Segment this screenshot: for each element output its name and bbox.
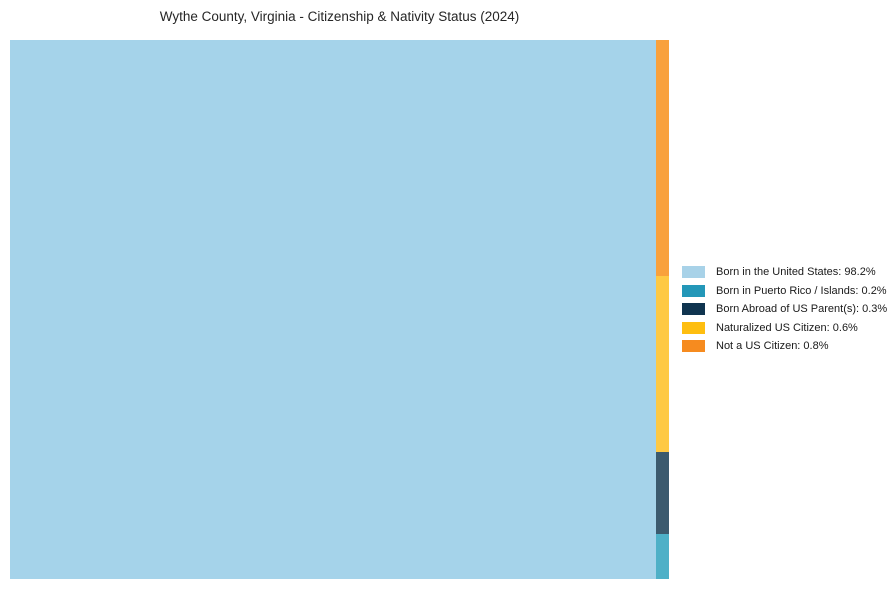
legend-swatch-icon: [682, 284, 705, 297]
treemap-plot-area: [10, 40, 669, 579]
treemap-cell-naturalized-us-citizen: [656, 276, 669, 452]
legend-label: Not a US Citizen: 0.8%: [716, 340, 829, 352]
legend-item-not-a-us-citizen: Not a US Citizen: 0.8%: [682, 340, 887, 352]
legend-label: Born in Puerto Rico / Islands: 0.2%: [716, 284, 887, 297]
treemap-cell-not-a-us-citizen: [656, 40, 669, 276]
legend-label: Born Abroad of US Parent(s): 0.3%: [716, 303, 888, 315]
legend-label: Born in the United States: 98.2%: [716, 266, 876, 278]
legend-swatch-icon: [682, 321, 705, 334]
treemap-cell-born-abroad-of-us-parents: [656, 452, 669, 534]
legend-swatch-icon: [682, 303, 705, 315]
legend-item-born-in-united-states: Born in the United States: 98.2%: [682, 266, 887, 278]
legend-swatch-icon: [682, 340, 705, 352]
legend-item-naturalized-us-citizen: Naturalized US Citizen: 0.6%: [682, 321, 887, 334]
legend-swatch-icon: [682, 266, 705, 278]
legend-item-born-in-puerto-rico-islands: Born in Puerto Rico / Islands: 0.2%: [682, 284, 887, 297]
legend-item-born-abroad-of-us-parents: Born Abroad of US Parent(s): 0.3%: [682, 303, 887, 315]
chart-title: Wythe County, Virginia - Citizenship & N…: [159, 9, 520, 24]
treemap-cell-born-in-united-states: [10, 40, 656, 579]
treemap-cell-born-in-puerto-rico-islands: [656, 534, 669, 579]
legend: Born in the United States: 98.2% Born in…: [682, 266, 887, 359]
legend-label: Naturalized US Citizen: 0.6%: [716, 321, 858, 334]
